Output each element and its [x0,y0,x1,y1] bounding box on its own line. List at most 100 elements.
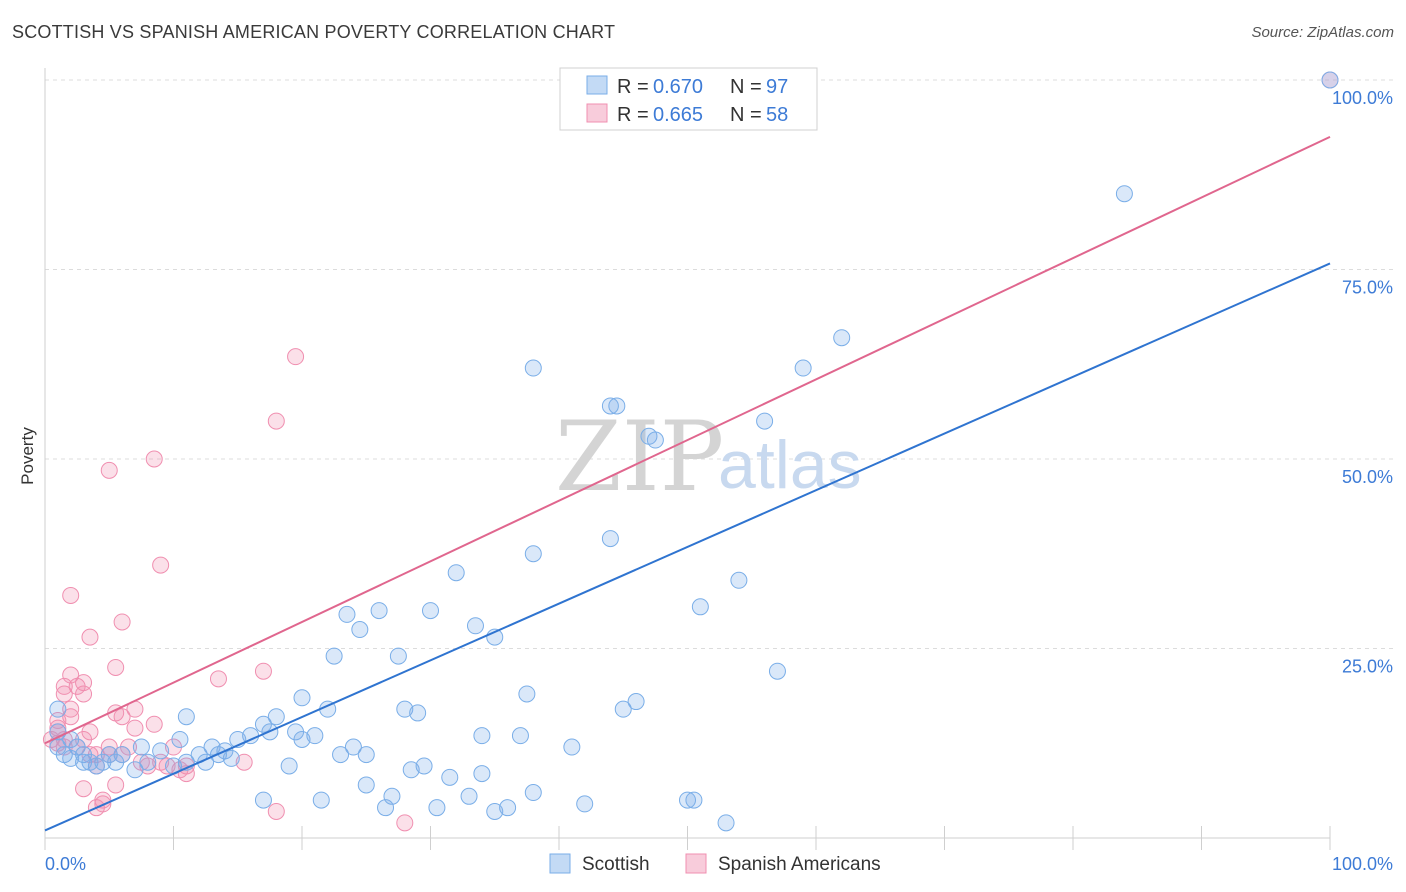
data-point-spanish-americans [396,814,414,832]
data-point-scottish [717,814,735,832]
data-point-scottish [601,530,619,548]
data-point-scottish [428,799,446,817]
legend-r-label-scottish: R = [617,76,649,98]
data-point-spanish-americans [235,753,253,771]
data-point-spanish-americans [81,723,99,741]
chart-title: SCOTTISH VS SPANISH AMERICAN POVERTY COR… [12,22,616,42]
data-point-scottish [332,746,350,764]
data-point-scottish [126,761,144,779]
data-point-scottish [267,708,285,726]
trendlines [44,135,1331,832]
x-tick-label: 0.0% [45,854,86,874]
data-point-spanish-americans [267,412,285,430]
data-point-scottish [402,761,420,779]
data-point-spanish-americans [287,348,305,366]
data-point-scottish [756,412,774,430]
data-point-scottish [441,768,459,786]
legend-n-value-spanish-americans: 58 [766,104,788,126]
data-point-spanish-americans [107,658,125,676]
data-point-scottish [608,397,626,415]
data-point-scottish [768,662,786,680]
data-point-scottish [177,708,195,726]
data-point-spanish-americans [145,450,163,468]
legend-swatch-scottish [586,75,608,95]
data-point-scottish [396,700,414,718]
data-point-scottish [113,746,131,764]
data-point-spanish-americans [62,708,80,726]
grid-lines [45,79,1395,649]
chart-source: Source: ZipAtlas.com [1251,24,1394,41]
data-point-scottish [1115,185,1133,203]
data-point-spanish-americans [145,715,163,733]
data-point-scottish [293,689,311,707]
data-point-scottish [389,647,407,665]
data-point-scottish [473,765,491,783]
x-tick-label: 100.0% [1332,854,1393,874]
data-point-scottish [691,598,709,616]
data-point-scottish [351,621,369,639]
data-point-scottish [139,753,157,771]
data-point-scottish [473,727,491,745]
axes [44,68,1331,850]
series-legend: Scottish Spanish Americans [549,853,881,875]
data-point-spanish-americans [209,670,227,688]
data-point-spanish-americans [152,556,170,574]
data-point-scottish [357,746,375,764]
legend-swatch-spanish-americans [586,103,608,123]
data-point-scottish [1321,71,1339,89]
data-point-spanish-americans [100,461,118,479]
data-point-scottish [293,730,311,748]
x-tick-labels: 0.0% 100.0% [45,854,1393,874]
data-point-scottish [576,795,594,813]
y-tick-label: 25.0% [1342,657,1393,677]
data-point-scottish [132,738,150,756]
data-point-scottish [614,700,632,718]
data-point-scottish [460,787,478,805]
y-tick-label: 100.0% [1332,88,1393,108]
legend-r-label-spanish-americans: R = [617,104,649,126]
data-point-spanish-americans [75,780,93,798]
data-point-scottish [357,776,375,794]
trendline-scottish [44,262,1331,832]
data-point-scottish [466,617,484,635]
data-point-scottish [601,397,619,415]
data-point-scottish [499,799,517,817]
data-point-scottish [646,431,664,449]
y-tick-label: 50.0% [1342,467,1393,487]
data-point-scottish [171,730,189,748]
data-point-scottish [685,791,703,809]
bottom-legend-swatch-spanish-americans [685,853,707,874]
data-point-scottish [422,602,439,620]
watermark-atlas: atlas [718,427,862,503]
data-point-spanish-americans [267,802,285,820]
legend-n-value-scottish: 97 [766,76,788,98]
data-point-scottish [344,738,362,756]
data-point-scottish [222,749,240,767]
data-point-scottish [518,685,536,703]
data-point-scottish [415,757,433,775]
data-point-scottish [338,605,356,623]
data-point-scottish [486,802,504,820]
data-point-spanish-americans [113,613,131,631]
data-point-spanish-americans [113,708,131,726]
data-point-scottish [280,757,298,775]
data-point-scottish [447,564,465,582]
legend-n-label-scottish: N = [730,76,762,98]
data-point-scottish [794,359,812,377]
data-point-scottish [833,329,851,347]
legend-n-label-spanish-americans: N = [730,104,762,126]
legend-r-value-scottish: 0.670 [653,76,703,98]
y-tick-labels: 25.0% 50.0% 75.0% 100.0% [1332,88,1393,677]
data-point-spanish-americans [62,586,80,604]
data-point-spanish-americans [126,719,144,737]
data-point-scottish [679,791,696,809]
data-point-spanish-americans [254,662,272,680]
data-point-scottish [370,602,388,620]
bottom-legend-label-scottish: Scottish [582,854,650,875]
data-point-scottish [627,693,645,711]
data-point-scottish [49,700,67,718]
y-axis-title: Poverty [18,427,37,485]
data-point-scottish [563,738,581,756]
legend-r-value-spanish-americans: 0.665 [653,104,703,126]
